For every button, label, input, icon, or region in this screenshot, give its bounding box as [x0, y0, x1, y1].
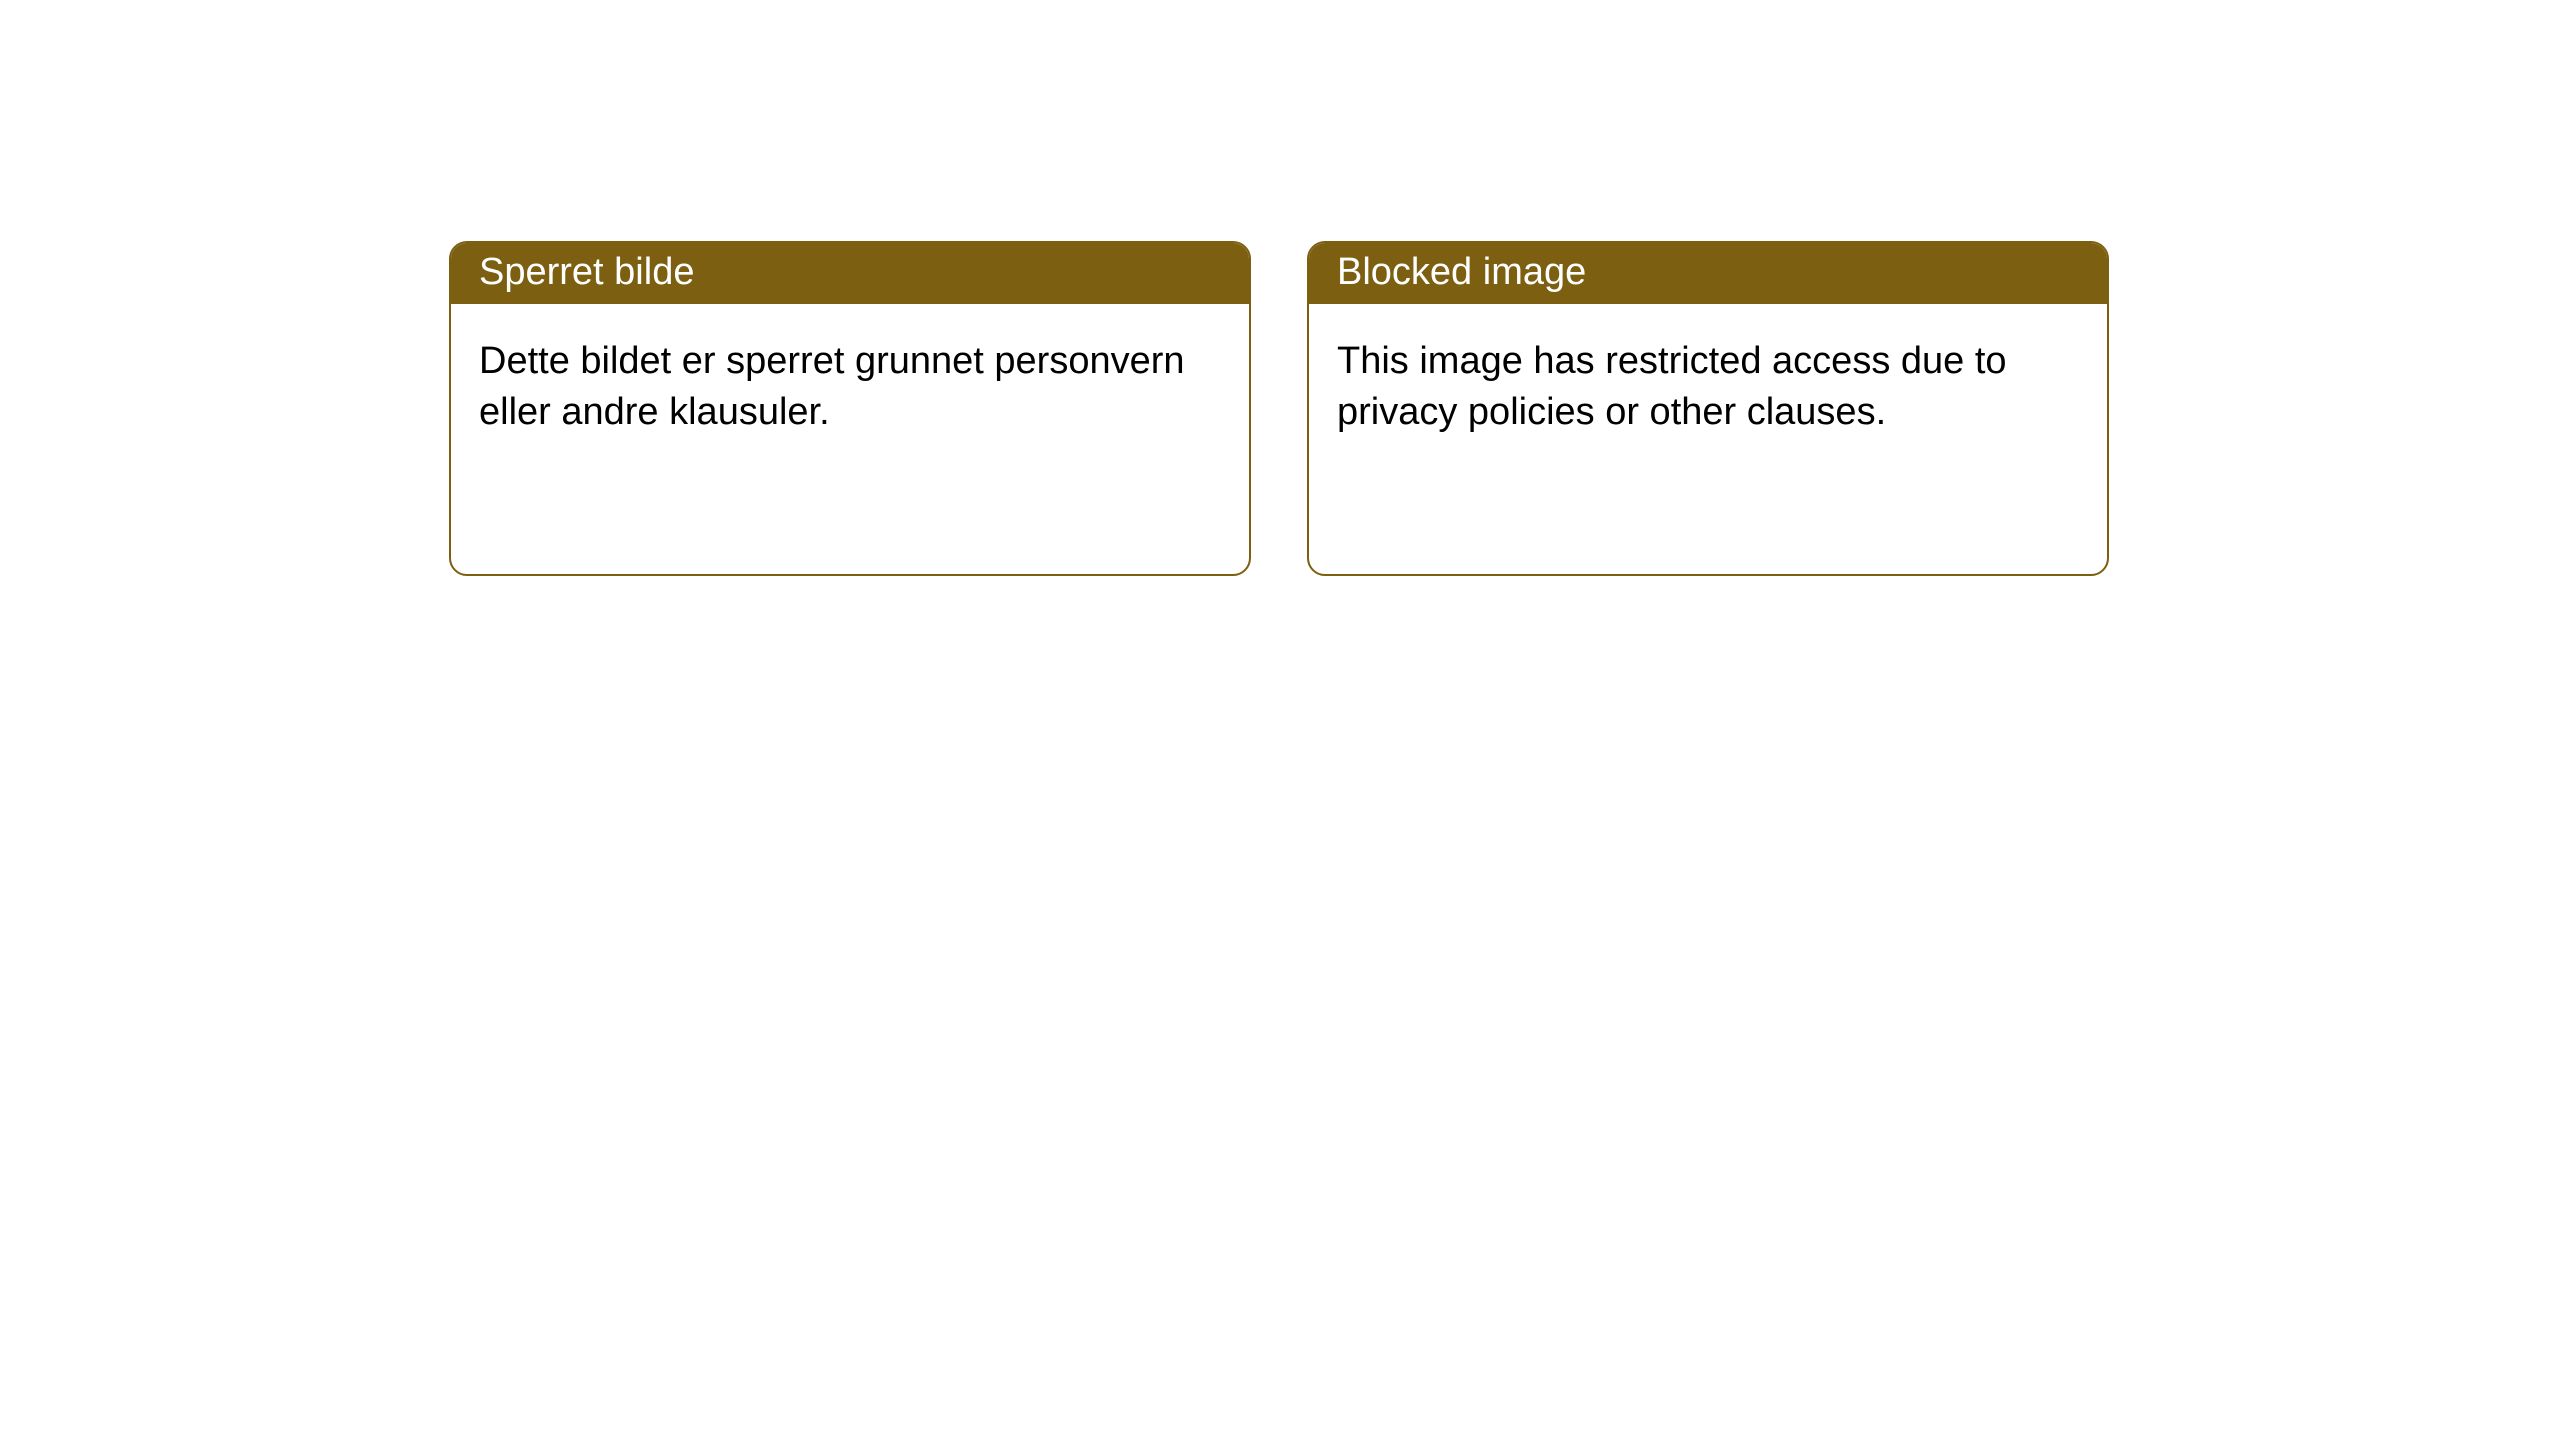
- notice-body-text: Dette bildet er sperret grunnet personve…: [479, 340, 1185, 433]
- notice-title: Blocked image: [1337, 251, 1586, 293]
- notice-header: Blocked image: [1309, 243, 2107, 304]
- notice-body: Dette bildet er sperret grunnet personve…: [451, 304, 1249, 471]
- notices-container: Sperret bilde Dette bildet er sperret gr…: [0, 0, 2560, 576]
- notice-body-text: This image has restricted access due to …: [1337, 340, 2007, 433]
- notice-box-english: Blocked image This image has restricted …: [1307, 241, 2109, 576]
- notice-title: Sperret bilde: [479, 251, 694, 293]
- notice-box-norwegian: Sperret bilde Dette bildet er sperret gr…: [449, 241, 1251, 576]
- notice-body: This image has restricted access due to …: [1309, 304, 2107, 471]
- notice-header: Sperret bilde: [451, 243, 1249, 304]
